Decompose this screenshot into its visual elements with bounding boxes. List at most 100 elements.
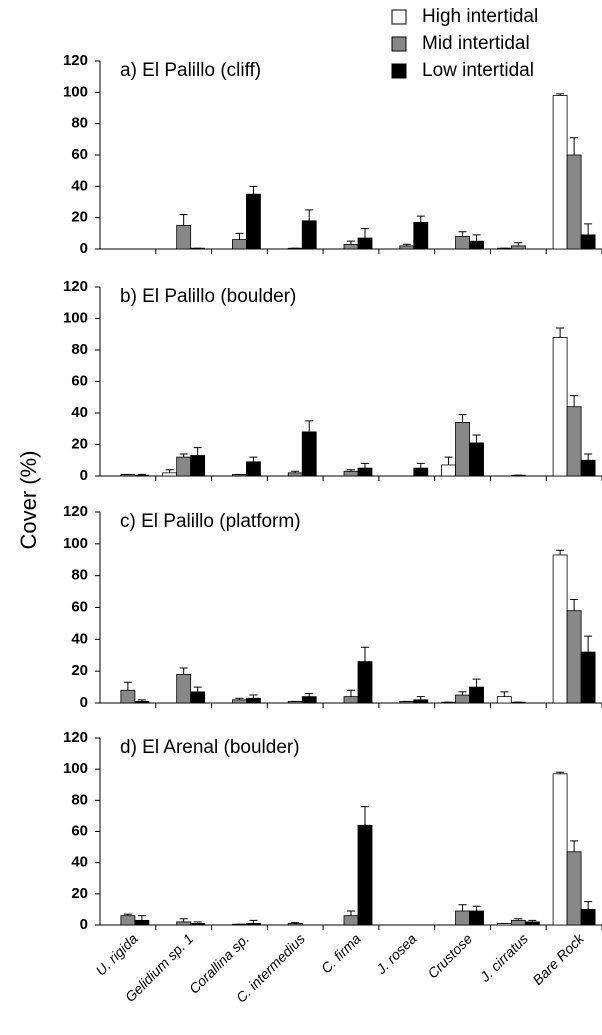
bar xyxy=(343,696,359,704)
bar xyxy=(232,239,247,250)
bar xyxy=(246,461,261,477)
y-tick-label: 20 xyxy=(71,209,88,226)
error-bar xyxy=(472,905,481,911)
error-bar xyxy=(584,635,593,653)
y-tick-label: 120 xyxy=(63,278,88,295)
bar xyxy=(343,470,359,477)
error-bar xyxy=(179,453,188,458)
y-tick-label: 60 xyxy=(71,822,88,839)
bar xyxy=(120,689,136,704)
error-bar xyxy=(570,395,579,407)
bar xyxy=(455,236,470,250)
error-bar xyxy=(556,327,565,338)
bar xyxy=(566,406,582,477)
error-bar xyxy=(179,214,188,226)
error-bar xyxy=(458,904,467,911)
bar xyxy=(246,697,261,704)
y-tick-label: 80 xyxy=(71,791,88,808)
error-bar xyxy=(416,696,425,700)
bar xyxy=(455,422,470,477)
error-bar xyxy=(165,469,174,473)
error-bar xyxy=(291,470,300,473)
bar xyxy=(413,221,429,250)
legend-swatch xyxy=(391,63,407,79)
bar xyxy=(232,699,247,704)
error-bar xyxy=(528,919,537,922)
bar xyxy=(190,691,206,704)
error-bar xyxy=(193,686,202,692)
bar xyxy=(120,915,136,926)
error-bar xyxy=(235,697,244,700)
error-bar xyxy=(179,918,188,922)
y-tick-label: 0 xyxy=(80,694,88,711)
error-bar xyxy=(347,689,355,697)
bar xyxy=(524,921,540,926)
bar xyxy=(176,225,192,250)
bar xyxy=(580,234,596,250)
error-bar xyxy=(137,915,146,921)
error-bar xyxy=(305,420,314,432)
bar xyxy=(190,923,206,926)
bar xyxy=(357,824,373,926)
error-bar xyxy=(361,228,369,239)
y-tick-label: 120 xyxy=(63,52,88,69)
bar xyxy=(469,910,484,926)
x-tick-label: J. rosea xyxy=(372,930,419,977)
error-bar xyxy=(347,910,355,916)
y-tick-label: 40 xyxy=(71,177,88,194)
bar xyxy=(469,240,484,250)
legend-label: Low intertidal xyxy=(422,60,534,81)
error-bar xyxy=(556,93,565,96)
error-bar xyxy=(584,901,593,910)
error-bar xyxy=(514,242,523,246)
bar xyxy=(510,245,526,250)
bar xyxy=(552,95,568,250)
y-tick-label: 20 xyxy=(71,885,88,902)
error-bar xyxy=(249,456,258,462)
bar xyxy=(469,442,484,477)
bar xyxy=(162,472,178,477)
bar xyxy=(246,193,261,250)
error-bar xyxy=(472,234,481,242)
panel-title: b) El Palillo (boulder) xyxy=(120,286,296,307)
error-bar xyxy=(458,414,467,423)
x-tick-label: Bare Rock xyxy=(529,930,587,988)
bar xyxy=(469,686,484,704)
y-tick-label: 60 xyxy=(71,372,88,389)
y-axis-label: Cover (%) xyxy=(16,450,41,549)
y-tick-label: 100 xyxy=(63,309,88,326)
y-tick-label: 100 xyxy=(63,760,88,777)
error-bar xyxy=(444,456,453,465)
bar xyxy=(357,661,373,704)
panel-title: a) El Palillo (cliff) xyxy=(120,60,261,81)
bar xyxy=(441,464,456,477)
error-bar xyxy=(235,232,244,240)
error-bar xyxy=(570,840,579,852)
x-tick-label: C. firma xyxy=(318,930,364,976)
panel-title: c) El Palillo (platform) xyxy=(120,511,301,532)
panel-title: d) El Arenal (boulder) xyxy=(120,737,300,758)
y-tick-label: 80 xyxy=(71,341,88,358)
bar xyxy=(134,474,150,477)
bar xyxy=(301,431,317,477)
bar xyxy=(190,455,206,477)
y-tick-label: 40 xyxy=(71,630,88,647)
error-bar xyxy=(402,243,411,246)
bar xyxy=(134,919,150,926)
y-tick-label: 0 xyxy=(80,916,88,933)
bar xyxy=(455,694,470,704)
bar xyxy=(399,245,415,250)
error-bar xyxy=(347,469,355,472)
legend-swatch xyxy=(391,36,407,52)
error-bar xyxy=(137,473,146,476)
bar xyxy=(357,237,373,250)
error-bar xyxy=(416,462,425,469)
error-bar xyxy=(584,223,593,235)
error-bar xyxy=(556,771,565,774)
y-tick-label: 80 xyxy=(71,115,88,132)
error-bar xyxy=(305,692,314,697)
error-bar xyxy=(361,462,369,469)
error-bar xyxy=(249,185,258,195)
error-bar xyxy=(291,922,300,924)
